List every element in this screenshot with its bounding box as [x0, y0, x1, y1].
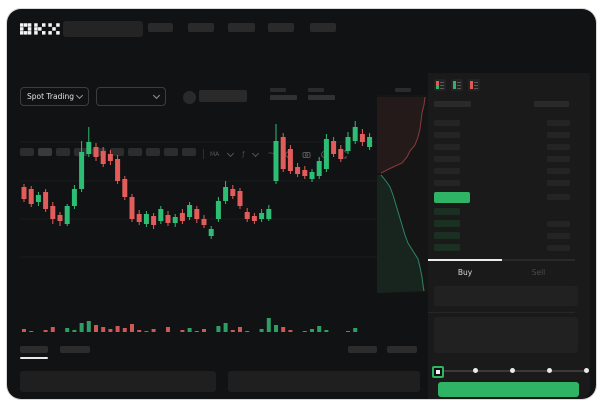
- timeframe-button[interactable]: [110, 148, 124, 156]
- timeframe-button[interactable]: [164, 148, 178, 156]
- nav-item[interactable]: [310, 23, 336, 32]
- bid-price[interactable]: [434, 220, 460, 227]
- ask-price[interactable]: [434, 144, 460, 150]
- nav-item[interactable]: [148, 23, 173, 32]
- spot-trading-label: Spot Trading: [27, 92, 74, 101]
- book-header-price: [434, 101, 471, 107]
- volume-bars[interactable]: [20, 297, 377, 332]
- book-view-all-icon[interactable]: [434, 79, 446, 91]
- candlestick-chart[interactable]: [20, 97, 377, 293]
- line-type-icon[interactable]: ~: [267, 149, 275, 159]
- bottom-tabs: [7, 343, 427, 363]
- ask-price[interactable]: [434, 132, 460, 138]
- depth-chart: [377, 96, 426, 293]
- tab-buy[interactable]: Buy: [428, 259, 502, 283]
- spot-trading-selector[interactable]: Spot Trading: [20, 87, 89, 106]
- book-view-asks-icon[interactable]: [468, 79, 480, 91]
- app-window: Spot Trading MA ƒ ~ Buy Sell: [7, 9, 596, 399]
- slider-step-dot[interactable]: [509, 368, 515, 373]
- ask-amount: [547, 156, 570, 162]
- bid-price[interactable]: [434, 232, 460, 239]
- ask-price[interactable]: [434, 180, 460, 186]
- ticker-stat: [270, 88, 286, 92]
- fx-indicator-icon[interactable]: ƒ: [242, 150, 245, 158]
- bottom-tab[interactable]: [60, 346, 90, 353]
- depth-panel: [377, 95, 431, 293]
- bid-amount: [547, 233, 570, 239]
- book-header-amount: [534, 101, 569, 107]
- sell-tab-label: Sell: [531, 267, 546, 277]
- bottom-tab-active[interactable]: [20, 346, 48, 353]
- coin-icon: [183, 91, 196, 104]
- last-price-badge[interactable]: [434, 192, 470, 203]
- ticker-stat-value: [308, 95, 335, 100]
- ticker-stat-value: [270, 95, 297, 100]
- slider-handle[interactable]: [432, 366, 444, 378]
- pair-name-placeholder: [199, 90, 247, 102]
- order-book: [428, 97, 590, 253]
- bottom-panel-left: [20, 371, 216, 392]
- tab-sell[interactable]: Sell: [502, 259, 575, 283]
- pair-dropdown[interactable]: [96, 87, 166, 106]
- ask-price[interactable]: [434, 156, 460, 162]
- ask-price[interactable]: [434, 168, 460, 174]
- ticker-stat: [308, 88, 324, 92]
- slider-step-dot[interactable]: [583, 368, 589, 373]
- price-input[interactable]: [434, 286, 578, 306]
- ask-amount: [547, 120, 570, 126]
- orderbook-view-toggles: [434, 79, 480, 91]
- bottom-panel-right: [228, 371, 420, 392]
- nav-item[interactable]: [188, 23, 214, 32]
- ticker-stat: [395, 88, 411, 92]
- bid-amount: [547, 221, 570, 227]
- slider-step-dot[interactable]: [472, 368, 478, 373]
- nav-item[interactable]: [268, 23, 294, 32]
- amount-slider[interactable]: [428, 363, 590, 379]
- camera-icon[interactable]: [302, 150, 311, 159]
- slider-step-dot[interactable]: [546, 368, 552, 373]
- ask-amount: [547, 132, 570, 138]
- book-view-bids-icon[interactable]: [451, 79, 463, 91]
- bottom-chip[interactable]: [387, 346, 417, 353]
- global-search-input[interactable]: [63, 21, 143, 37]
- timeframe-button[interactable]: [92, 148, 106, 156]
- okx-logo[interactable]: [20, 22, 60, 37]
- top-header: [7, 9, 596, 49]
- ask-price[interactable]: [434, 120, 460, 126]
- main-nav: [7, 9, 596, 49]
- last-price-amount: [547, 194, 570, 200]
- ma-indicator-icon[interactable]: MA: [210, 150, 220, 158]
- ask-amount: [547, 168, 570, 174]
- timeframe-button[interactable]: [128, 148, 142, 156]
- timeframe-button[interactable]: [182, 148, 196, 156]
- bottom-chip[interactable]: [348, 346, 377, 353]
- bid-amount: [547, 245, 570, 251]
- ask-amount: [547, 144, 570, 150]
- buy-tab-label: Buy: [457, 267, 473, 277]
- timeframe-button[interactable]: [38, 148, 52, 156]
- amount-input[interactable]: [434, 317, 578, 353]
- nav-item[interactable]: [228, 23, 255, 32]
- bottom-tab-underline: [20, 357, 48, 359]
- bid-price[interactable]: [434, 244, 460, 251]
- form-divider: [428, 312, 575, 313]
- ask-amount: [547, 180, 570, 186]
- timeframe-button[interactable]: [56, 148, 70, 156]
- toolbar-divider: [203, 149, 204, 159]
- timeframe-button[interactable]: [20, 148, 34, 156]
- bid-price[interactable]: [434, 208, 460, 215]
- right-panel: Buy Sell: [428, 73, 590, 399]
- buy-sell-tabbar: Buy Sell: [428, 259, 575, 281]
- timeframe-button[interactable]: [146, 148, 160, 156]
- buy-submit-button[interactable]: [438, 382, 579, 397]
